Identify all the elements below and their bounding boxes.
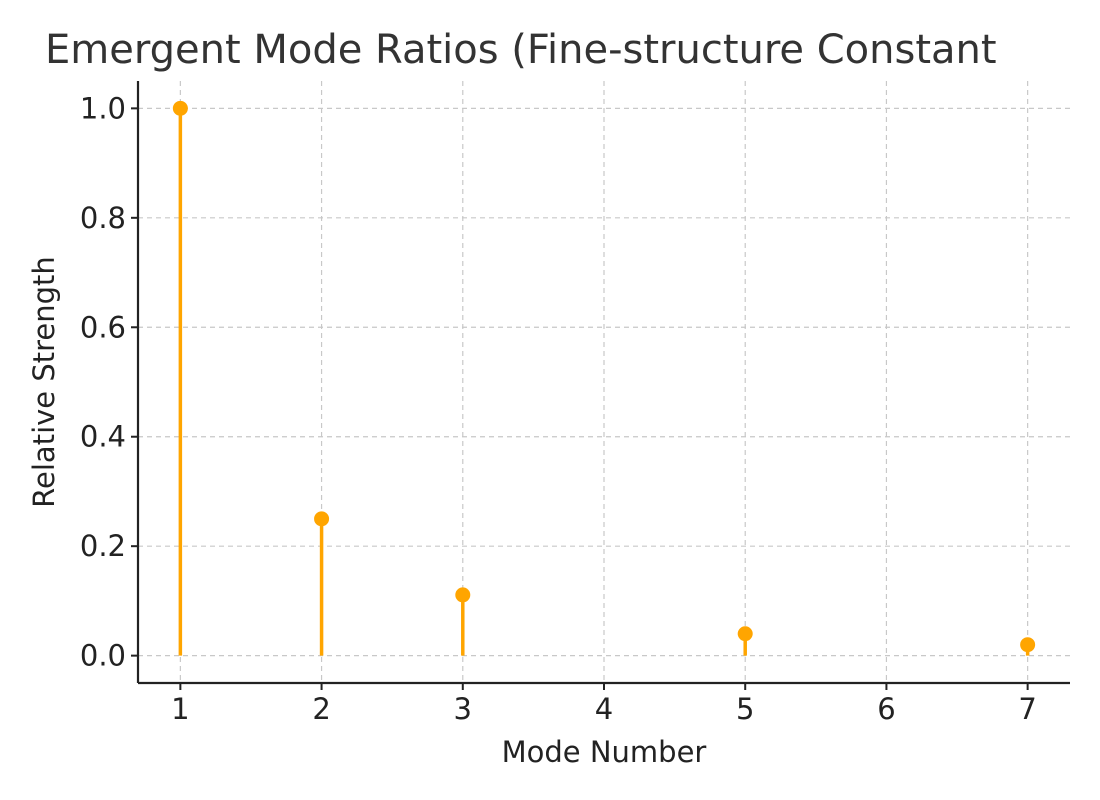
x-tick-label: 3 xyxy=(454,692,472,726)
y-axis-label: Relative Strength xyxy=(27,256,61,508)
x-tick-label: 2 xyxy=(312,692,330,726)
y-tick-label: 0.4 xyxy=(80,420,126,454)
y-tick-label: 1.0 xyxy=(80,91,126,125)
y-tick-label: 0.8 xyxy=(80,201,126,235)
x-tick-label: 4 xyxy=(595,692,613,726)
x-tick-label: 7 xyxy=(1018,692,1036,726)
y-axis-ticks: 0.0 0.2 0.4 0.6 0.8 1.0 xyxy=(80,91,138,673)
x-tick-label: 1 xyxy=(171,692,189,726)
stem-marker xyxy=(314,511,330,527)
x-tick-label: 6 xyxy=(877,692,895,726)
y-tick-label: 0.2 xyxy=(80,529,126,563)
stem-marker xyxy=(172,100,188,116)
y-tick-label: 0.6 xyxy=(80,310,126,344)
stem-series xyxy=(172,100,1036,656)
x-axis-label: Mode Number xyxy=(502,735,707,769)
stem-marker xyxy=(737,626,753,642)
y-tick-label: 0.0 xyxy=(80,639,126,673)
grid xyxy=(138,81,1070,683)
x-axis-ticks: 1 2 3 4 5 6 7 xyxy=(171,683,1037,726)
x-tick-label: 5 xyxy=(736,692,754,726)
stem-marker xyxy=(455,587,471,603)
chart-title: Emergent Mode Ratios (Fine-structure Con… xyxy=(45,27,997,73)
stem-marker xyxy=(1020,637,1036,653)
